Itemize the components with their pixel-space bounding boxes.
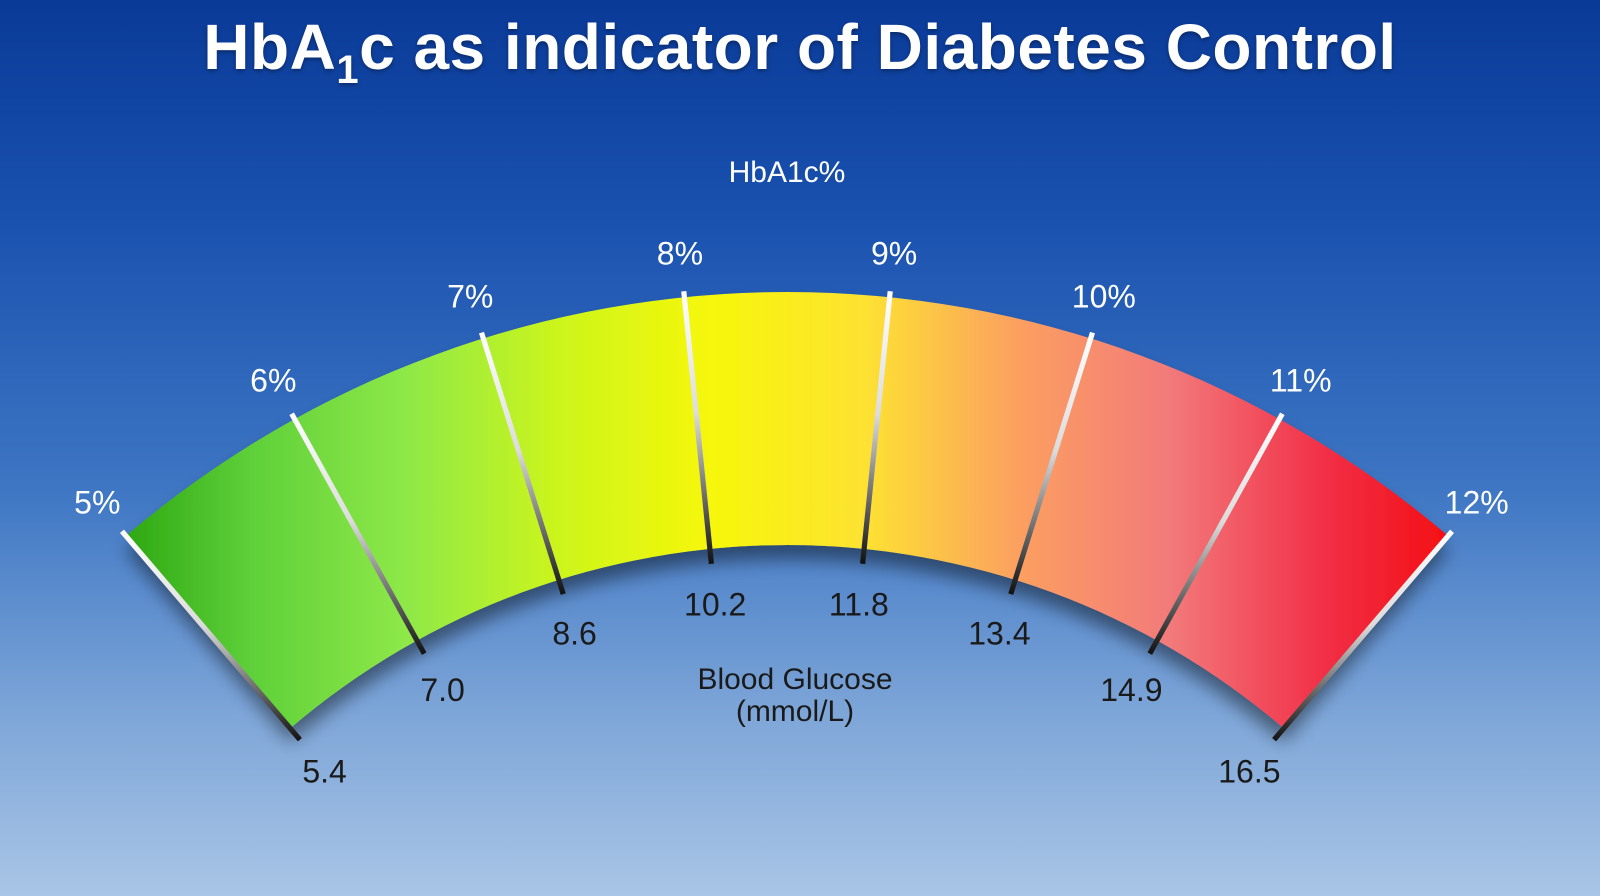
glucose-tick-label: 10.2 bbox=[684, 587, 746, 623]
blood-glucose-label: Blood Glucose bbox=[697, 663, 892, 696]
hba1c-tick-label: 10% bbox=[1072, 278, 1136, 314]
page-title: HbA1c as indicator of Diabetes Control bbox=[0, 10, 1600, 92]
glucose-tick-label: 7.0 bbox=[420, 672, 464, 708]
glucose-tick-label: 8.6 bbox=[552, 615, 596, 651]
tick-needle bbox=[289, 412, 427, 655]
glucose-tick-label: 16.5 bbox=[1218, 754, 1280, 790]
tick-needle bbox=[1008, 331, 1095, 595]
hba1c-tick-label: 9% bbox=[871, 235, 917, 271]
hba1c-tick-label: 5% bbox=[74, 484, 120, 520]
blood-glucose-unit: (mmol/L) bbox=[736, 695, 854, 728]
hba1c-axis-label: HbA1c% bbox=[729, 156, 846, 189]
hba1c-tick-label: 12% bbox=[1445, 484, 1509, 520]
hba1c-tick-label: 6% bbox=[250, 363, 296, 399]
tick-needle bbox=[1147, 412, 1285, 655]
hba1c-tick-label: 11% bbox=[1270, 363, 1332, 399]
tick-needle bbox=[479, 331, 566, 595]
title-suffix: c as indicator of Diabetes Control bbox=[359, 11, 1397, 83]
glucose-tick-label: 13.4 bbox=[968, 615, 1030, 651]
glucose-tick-label: 5.4 bbox=[302, 754, 346, 790]
glucose-tick-label: 11.8 bbox=[829, 587, 889, 623]
title-subscript: 1 bbox=[336, 48, 360, 92]
tick-needle bbox=[1272, 529, 1455, 742]
gauge-color-band bbox=[125, 292, 1449, 729]
tick-needle bbox=[681, 290, 714, 565]
tick-needle bbox=[860, 290, 893, 565]
hba1c-tick-label: 7% bbox=[447, 278, 493, 314]
glucose-tick-label: 14.9 bbox=[1100, 672, 1162, 708]
title-prefix: HbA bbox=[203, 11, 337, 83]
tick-needle bbox=[119, 529, 302, 742]
hba1c-tick-label: 8% bbox=[657, 235, 703, 271]
